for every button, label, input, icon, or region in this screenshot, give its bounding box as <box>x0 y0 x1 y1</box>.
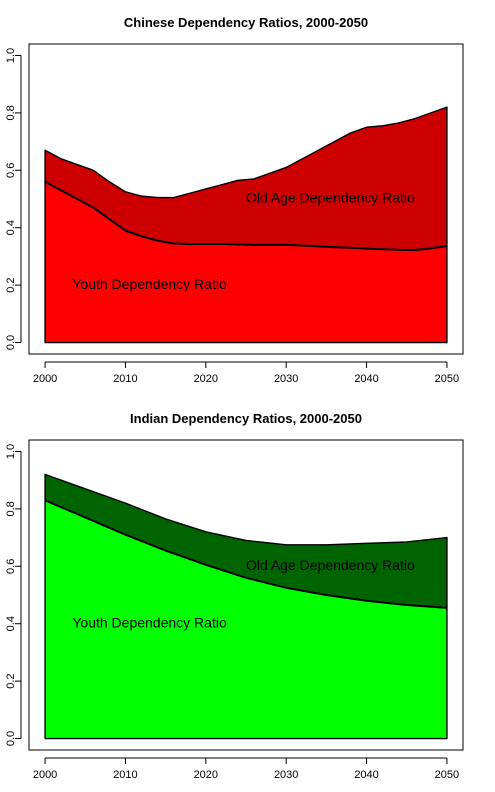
china-x-tick-label: 2000 <box>33 373 57 385</box>
india-y-tick-label: 0.8 <box>5 501 17 516</box>
india-annotation-0: Old Age Dependency Ratio <box>246 557 415 573</box>
china-y-tick-label: 0.6 <box>5 163 17 178</box>
india-x-tick-label: 2000 <box>33 769 57 781</box>
china-annotation-0: Old Age Dependency Ratio <box>246 190 415 206</box>
china-x-tick-label: 2030 <box>274 373 298 385</box>
india-y-tick-label: 0.4 <box>5 616 17 631</box>
china-y-tick-label: 0.2 <box>5 277 17 292</box>
china-chart-title: Chinese Dependency Ratios, 2000-2050 <box>124 15 368 30</box>
india-chart: Indian Dependency Ratios, 2000-2050 Old A… <box>5 411 464 781</box>
india-y-tick-label: 0.2 <box>5 673 17 688</box>
china-x-tick-label: 2020 <box>194 373 218 385</box>
india-y-tick-label: 0.6 <box>5 559 17 574</box>
india-plot-frame <box>28 439 464 751</box>
india-annotation-1: Youth Dependency Ratio <box>72 614 227 630</box>
china-chart: Chinese Dependency Ratios, 2000-2050 Old … <box>5 15 464 385</box>
india-youth-area <box>45 500 447 739</box>
china-y-tick-label: 0.8 <box>5 105 17 120</box>
india-x-tick-label: 2020 <box>194 769 218 781</box>
china-x-tick-label: 2050 <box>435 373 459 385</box>
china-youth-line <box>44 180 448 252</box>
china-plot-frame <box>28 43 464 355</box>
china-y-tick-label: 0.4 <box>5 220 17 235</box>
china-annotation-1: Youth Dependency Ratio <box>72 276 227 292</box>
china-old-age-area <box>45 107 447 251</box>
india-total-line <box>44 473 448 740</box>
india-x-tick-label: 2040 <box>354 769 378 781</box>
china-x-tick-label: 2010 <box>113 373 137 385</box>
india-chart-title: Indian Dependency Ratios, 2000-2050 <box>130 411 362 426</box>
india-x-tick-label: 2010 <box>113 769 137 781</box>
china-total-line <box>44 106 448 344</box>
india-x-tick-label: 2050 <box>435 769 459 781</box>
india-y-tick-label: 1.0 <box>5 444 17 459</box>
india-youth-line <box>44 499 448 609</box>
india-y-tick-label: 0.0 <box>5 731 17 746</box>
india-old-age-area <box>45 474 447 608</box>
india-x-tick-label: 2030 <box>274 769 298 781</box>
china-y-tick-label: 1.0 <box>5 48 17 63</box>
china-x-tick-label: 2040 <box>354 373 378 385</box>
china-y-tick-label: 0.0 <box>5 335 17 350</box>
china-youth-area <box>45 181 447 343</box>
